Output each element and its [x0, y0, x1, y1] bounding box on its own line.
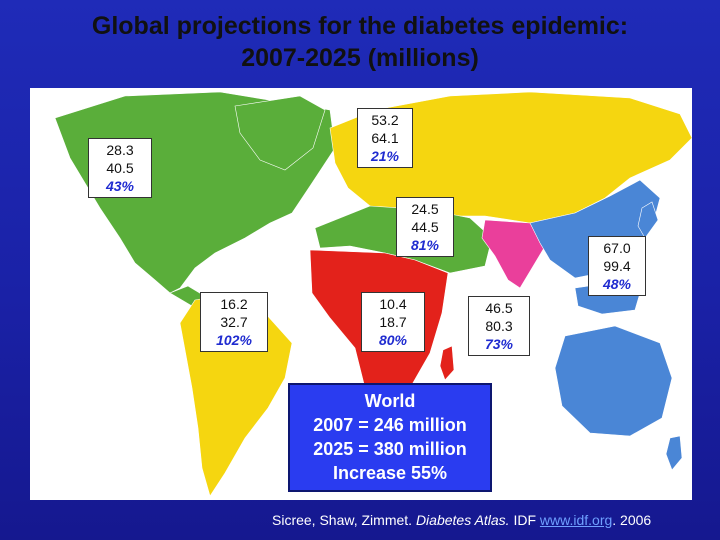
title-block: Global projections for the diabetes epid…	[0, 10, 720, 74]
region-greenland	[234, 95, 326, 171]
source-publication: Diabetes Atlas.	[415, 512, 510, 528]
south-asia-2025: 80.3	[485, 318, 513, 334]
middle-east-percent: 81%	[410, 237, 440, 253]
region-madagascar	[439, 345, 455, 381]
north-america-values: 28.3 40.5 43%	[88, 138, 152, 198]
world-2007: 2007 = 246 million	[313, 415, 467, 435]
south-asia-values: 46.5 80.3 73%	[468, 296, 530, 356]
europe-2025: 64.1	[371, 130, 399, 146]
western-pacific-percent: 48%	[602, 276, 632, 292]
western-pacific-values: 67.0 99.4 48%	[588, 236, 646, 296]
source-year: . 2006	[612, 512, 652, 528]
africa-2025: 18.7	[379, 314, 407, 330]
north-america-2025: 40.5	[106, 160, 134, 176]
north-america-2007: 28.3	[106, 142, 134, 158]
page-title: Global projections for the diabetes epid…	[91, 12, 629, 40]
source-authors: Sicree, Shaw, Zimmet.	[272, 512, 413, 528]
world-increase: Increase 55%	[332, 463, 448, 483]
page-subtitle: 2007-2025 (millions)	[241, 44, 479, 72]
south-america-2007: 16.2	[220, 296, 248, 312]
middle-east-2025: 44.5	[411, 219, 439, 235]
western-pacific-2007: 67.0	[603, 240, 631, 256]
south-america-values: 16.2 32.7 102%	[200, 292, 268, 352]
africa-percent: 80%	[378, 332, 408, 348]
europe-2007: 53.2	[371, 112, 399, 128]
europe-percent: 21%	[370, 148, 400, 164]
world-summary-box: World 2007 = 246 million 2025 = 380 mill…	[288, 383, 492, 492]
north-america-percent: 43%	[105, 178, 135, 194]
south-asia-2007: 46.5	[485, 300, 513, 316]
africa-values: 10.4 18.7 80%	[361, 292, 425, 352]
source-org: IDF	[513, 512, 537, 528]
south-america-2025: 32.7	[220, 314, 248, 330]
world-2025: 2025 = 380 million	[313, 439, 467, 459]
western-pacific-2025: 99.4	[603, 258, 631, 274]
source-citation: Sicree, Shaw, Zimmet. Diabetes Atlas. ID…	[272, 511, 712, 529]
source-link[interactable]: www.idf.org	[539, 512, 613, 528]
middle-east-2007: 24.5	[411, 201, 439, 217]
region-japan	[637, 201, 659, 239]
africa-2007: 10.4	[379, 296, 407, 312]
south-asia-percent: 73%	[484, 336, 514, 352]
middle-east-values: 24.5 44.5 81%	[396, 197, 454, 257]
world-label: World	[364, 391, 416, 411]
region-new-zealand	[665, 435, 683, 471]
europe-values: 53.2 64.1 21%	[357, 108, 413, 168]
south-america-percent: 102%	[216, 332, 252, 348]
region-australia	[554, 325, 673, 437]
